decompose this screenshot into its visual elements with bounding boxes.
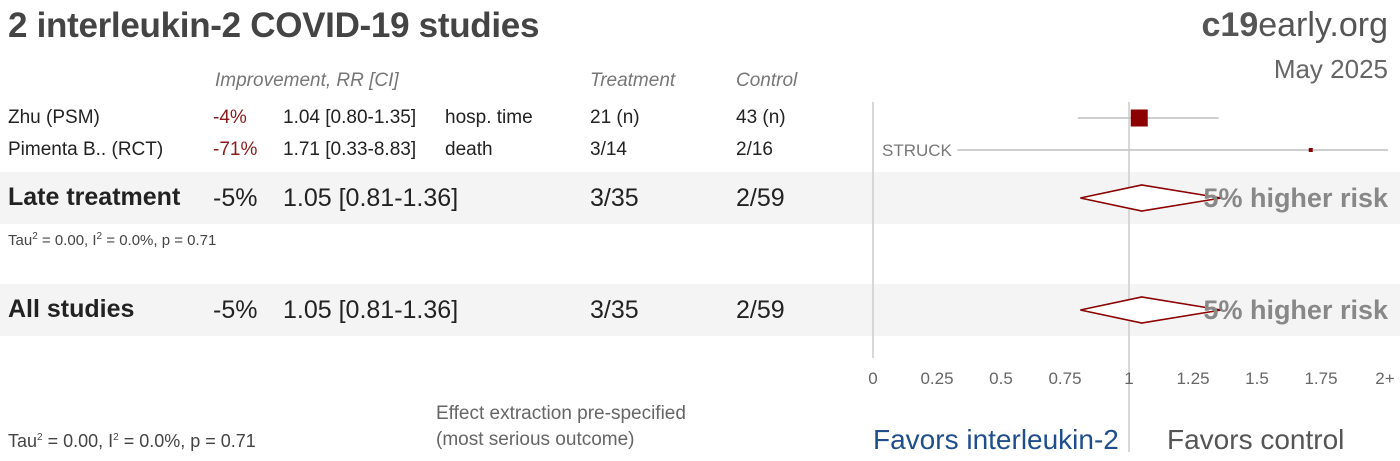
x-tick-label: 1.25 (1176, 369, 1209, 388)
favors-right-label: Favors control (1167, 424, 1345, 455)
study-outcome: death (445, 139, 493, 160)
study-outcome: hosp. time (445, 107, 533, 128)
group-stats: Tau2 = 0.00, I2 = 0.0%, p = 0.71 (8, 231, 217, 249)
study-name: Pimenta B.. (RCT) (8, 139, 164, 160)
study-rr: 1.04 [0.80-1.35] (283, 107, 417, 128)
group-improvement: -5% (213, 296, 258, 324)
x-tick-label: 0.25 (920, 369, 953, 388)
brand-logo: c19early.org (1202, 6, 1389, 45)
study-improvement: -71% (213, 139, 258, 160)
group-name: All studies (8, 295, 135, 323)
study-marker (1308, 148, 1313, 152)
footer-note-line2: (most serious outcome) (436, 429, 635, 450)
x-tick-label: 1 (1124, 369, 1133, 388)
group-improvement: -5% (213, 184, 258, 212)
header-improvement: Improvement, RR [CI] (215, 70, 399, 91)
favors-left-label: Favors interleukin-2 (873, 424, 1119, 455)
x-tick-label: 1.75 (1304, 369, 1337, 388)
study-treatment: 3/14 (590, 139, 627, 160)
study-label-bg (878, 139, 954, 161)
group-name: Late treatment (8, 183, 181, 211)
group-rr: 1.05 [0.81-1.36] (283, 296, 459, 324)
study-name: Zhu (PSM) (8, 107, 100, 128)
study-control: 2/16 (736, 139, 773, 160)
study-improvement: -4% (213, 107, 247, 128)
study-control: 43 (n) (736, 107, 786, 128)
header-treatment: Treatment (590, 70, 676, 91)
study-marker-label: STRUCK (882, 141, 953, 160)
group-treatment: 3/35 (590, 184, 639, 212)
pooled-diamond (1080, 296, 1222, 324)
footer-stats: Tau2 = 0.00, I2 = 0.0%, p = 0.71 (8, 431, 256, 451)
page-title: 2 interleukin-2 COVID-19 studies (8, 6, 540, 45)
group-treatment: 3/35 (590, 296, 639, 324)
x-tick-label: 0.5 (989, 369, 1013, 388)
brand-date: May 2025 (1273, 54, 1388, 84)
study-rr: 1.71 [0.33-8.83] (283, 139, 417, 160)
study-marker (1130, 109, 1148, 127)
footer-note-line1: Effect extraction pre-specified (436, 403, 686, 424)
x-tick-label: 1.5 (1245, 369, 1269, 388)
study-treatment: 21 (n) (590, 107, 640, 128)
group-rr: 1.05 [0.81-1.36] (283, 184, 459, 212)
x-tick-label: 0 (868, 369, 877, 388)
brand-rest: early.org (1258, 6, 1388, 44)
pooled-risk-label: 5% higher risk (1203, 295, 1389, 325)
x-tick-label: 0.75 (1048, 369, 1081, 388)
pooled-diamond (1080, 184, 1222, 212)
x-tick-label: 2+ (1375, 369, 1394, 388)
brand-bold: c19 (1201, 6, 1259, 44)
pooled-risk-label: 5% higher risk (1203, 183, 1389, 213)
group-control: 2/59 (736, 296, 785, 324)
group-control: 2/59 (736, 184, 785, 212)
header-control: Control (736, 70, 798, 91)
